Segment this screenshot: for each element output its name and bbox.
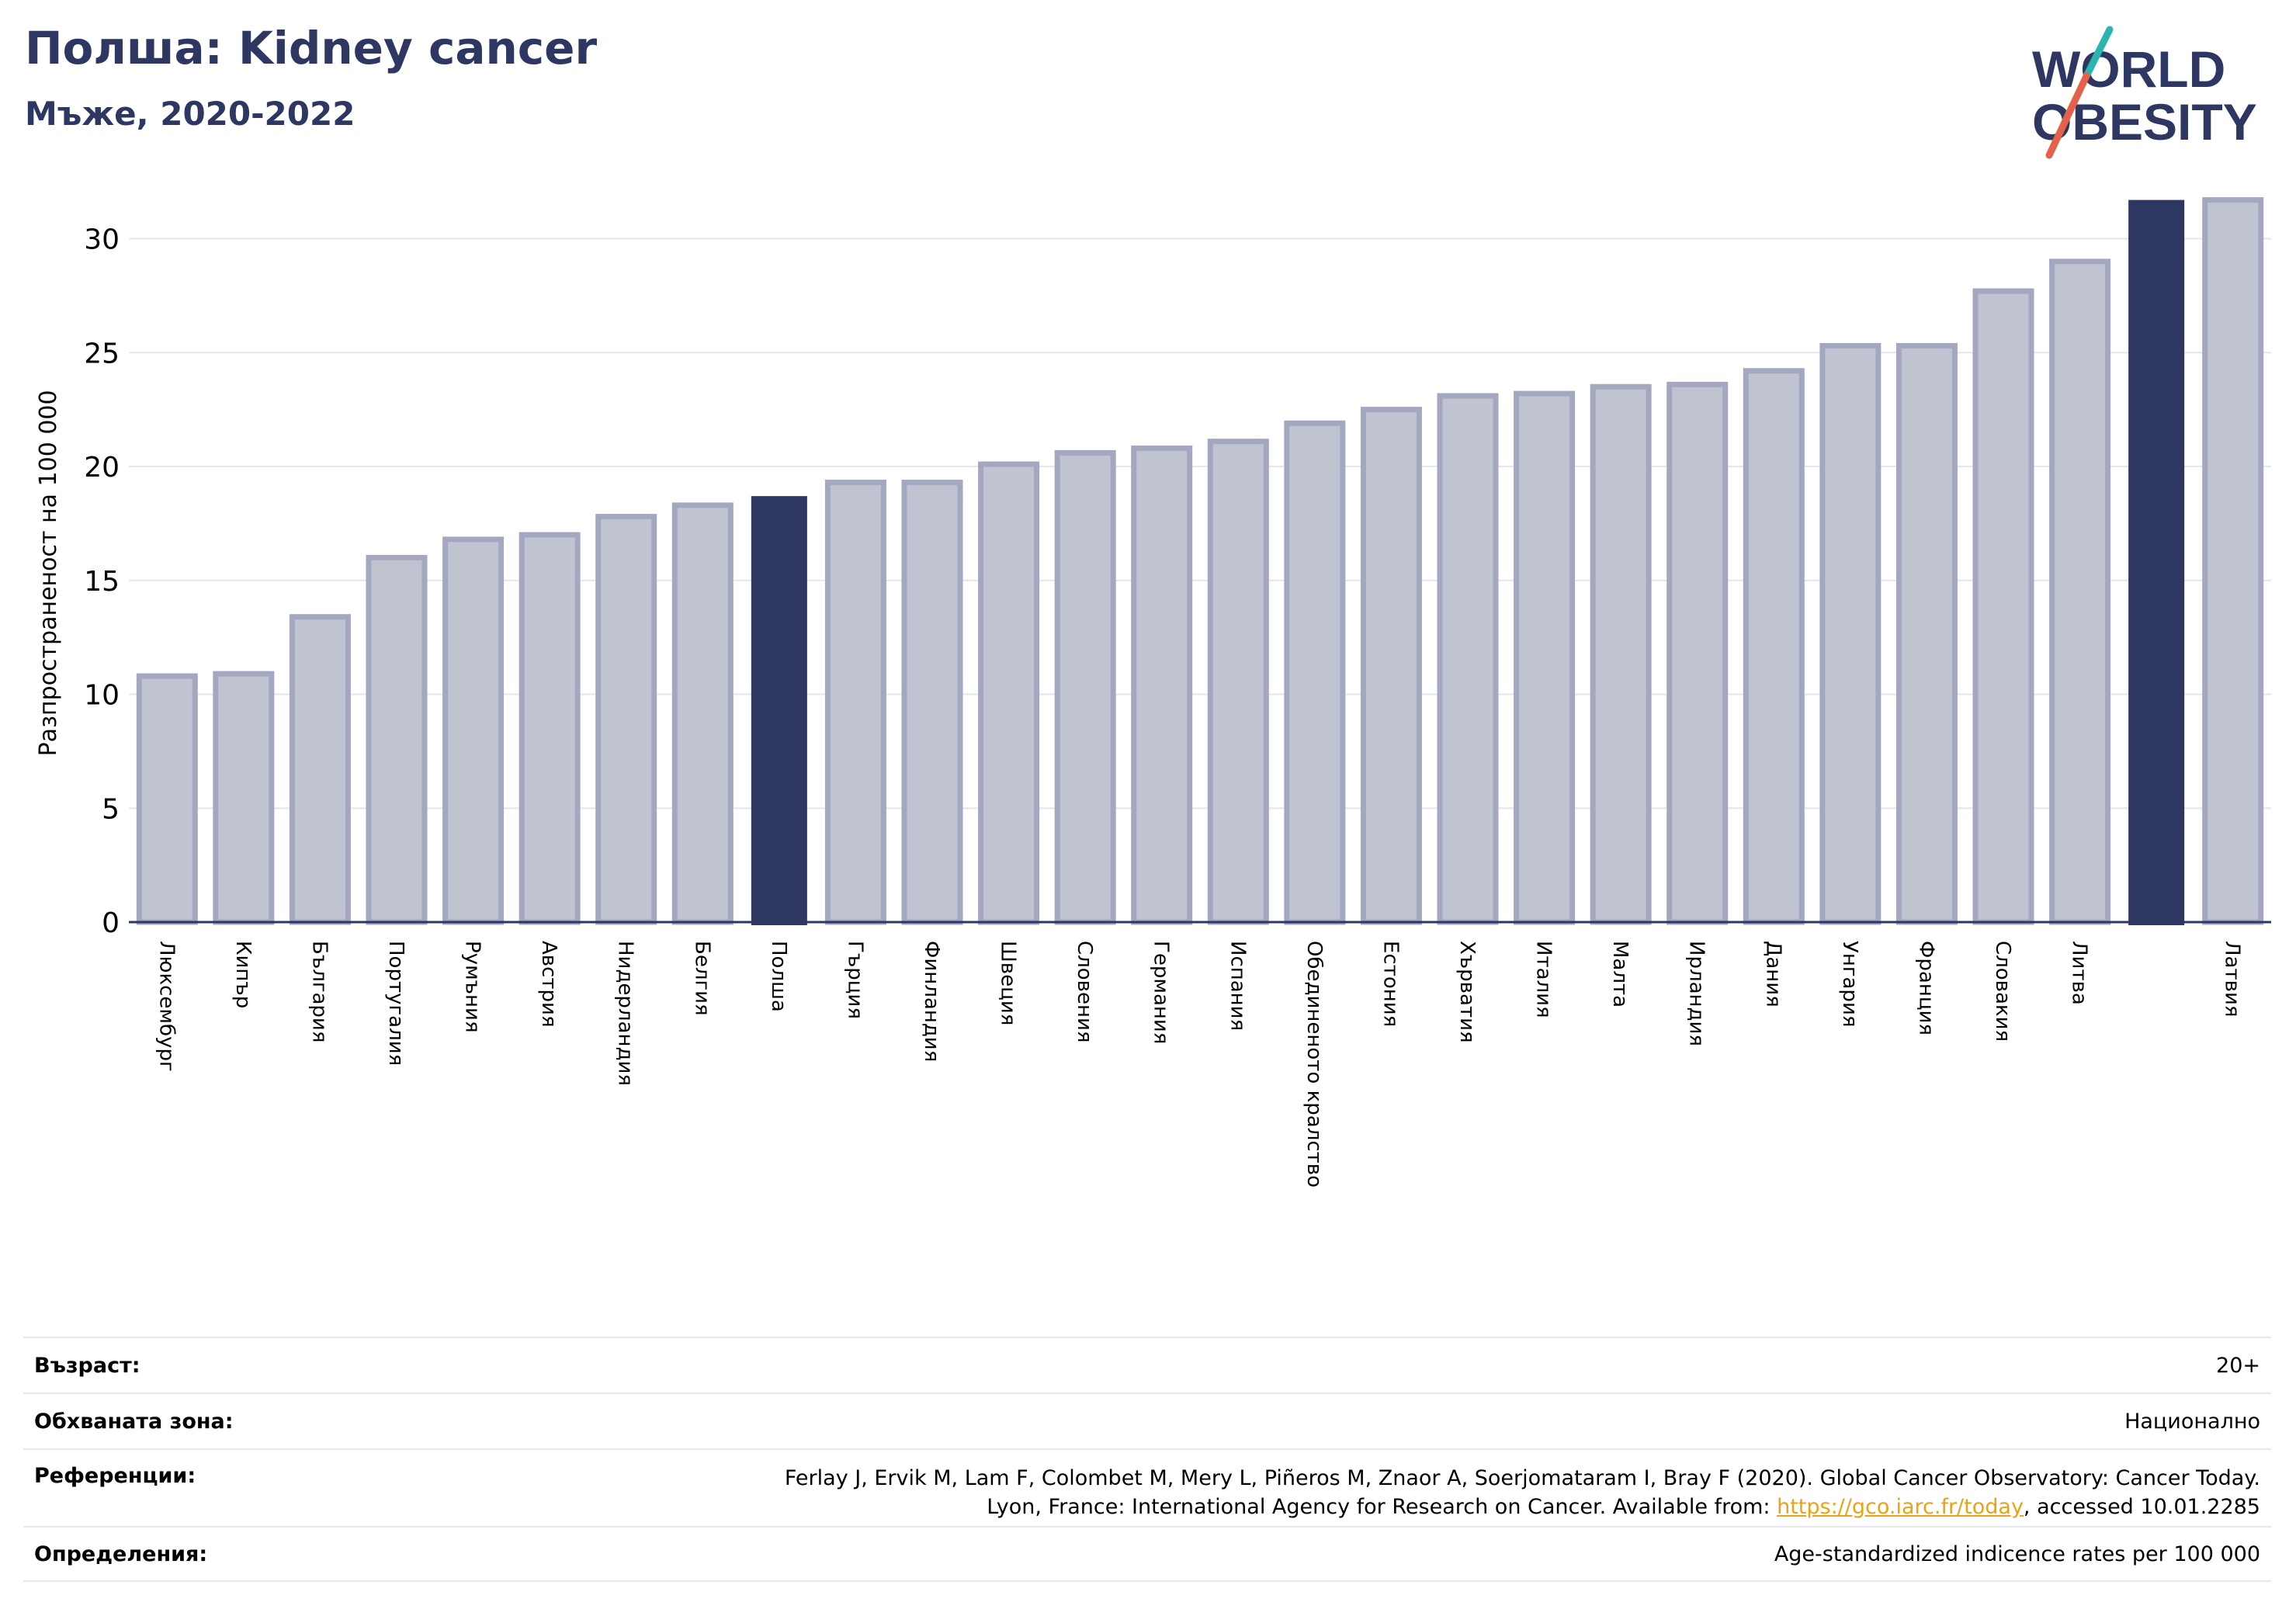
bar xyxy=(901,480,963,925)
logo-line1: WORLD xyxy=(2032,40,2225,98)
y-tick-label: 20 xyxy=(84,452,120,484)
x-tick-label: Гърция xyxy=(843,941,866,1019)
definitions-label: Определения: xyxy=(34,1542,208,1566)
bar xyxy=(2202,197,2264,925)
references-line2-post: , accessed 10.01.2285 xyxy=(2023,1495,2260,1519)
y-tick-label: 15 xyxy=(84,566,120,598)
x-tick-label: Ирландия xyxy=(1685,941,1708,1046)
x-tick-label: Люксембург xyxy=(154,941,178,1072)
x-tick-label: Италия xyxy=(1532,941,1556,1018)
bar xyxy=(1131,446,1193,925)
x-tick-label: Испания xyxy=(1226,941,1249,1031)
x-tick-label: Франция xyxy=(1914,941,1937,1035)
bar xyxy=(1819,342,1882,925)
y-axis-label: Разпространеност на 100 000 xyxy=(35,390,62,756)
x-tick-label: Обединеното кралство xyxy=(1302,941,1326,1188)
bar xyxy=(289,614,351,925)
age-value: 20+ xyxy=(2216,1353,2260,1378)
y-tick-label: 10 xyxy=(84,680,120,712)
page-title: Полша: Kidney cancer xyxy=(25,22,598,75)
bar xyxy=(978,461,1040,925)
definitions-value: Age-standardized indicence rates per 100… xyxy=(1774,1542,2260,1566)
x-tick-label: Финландия xyxy=(920,941,943,1062)
y-tick-label: 5 xyxy=(102,793,120,825)
bar xyxy=(213,671,275,925)
x-tick-label: Австрия xyxy=(537,941,560,1028)
bar-highlighted xyxy=(2128,199,2185,926)
x-tick-label: Естония xyxy=(1379,941,1402,1027)
x-tick-label: Румъния xyxy=(461,941,484,1033)
bar xyxy=(519,532,581,925)
x-tick-label: Нидерландия xyxy=(614,941,637,1086)
bar xyxy=(1284,420,1346,925)
x-tick-label: Литва xyxy=(2068,941,2091,1005)
x-tick-label: Хърватия xyxy=(1455,941,1479,1043)
bar xyxy=(1514,390,1576,925)
bar xyxy=(136,673,198,925)
references-label: Референции: xyxy=(34,1464,196,1488)
y-tick-label: 25 xyxy=(84,338,120,369)
info-table: Възраст: 20+ Обхваната зона: Национално … xyxy=(23,1337,2271,1582)
area-label: Обхваната зона: xyxy=(34,1409,234,1434)
bar xyxy=(1207,439,1269,925)
y-tick-label: 30 xyxy=(84,224,120,256)
x-tick-label: България xyxy=(307,941,331,1042)
x-tick-label: Дания xyxy=(1761,941,1784,1007)
bar xyxy=(1667,381,1729,925)
x-tick-label: Словакия xyxy=(1991,941,2014,1042)
logo-slash-top xyxy=(2083,26,2114,80)
page-subtitle: Мъже, 2020-2022 xyxy=(25,95,355,133)
references-link[interactable]: https://gco.iarc.fr/today xyxy=(1777,1495,2024,1519)
logo-line2: OBESITY xyxy=(2032,93,2257,151)
bar xyxy=(671,502,734,925)
x-tick-label: Унгария xyxy=(1838,941,1861,1027)
bar xyxy=(442,536,505,925)
x-tick-label: Белгия xyxy=(690,941,713,1016)
references-line2-pre: Lyon, France: International Agency for R… xyxy=(987,1495,1777,1519)
bar xyxy=(1972,288,2034,925)
info-row-age: Възраст: 20+ xyxy=(23,1337,2271,1392)
x-tick-label: Словения xyxy=(1073,941,1096,1043)
info-row-references: Референции: Ferlay J, Ervik M, Lam F, Co… xyxy=(23,1448,2271,1526)
bar xyxy=(366,554,428,925)
x-tick-label: Полша xyxy=(767,941,790,1012)
x-tick-label: Германия xyxy=(1150,941,1173,1044)
bar xyxy=(2049,258,2111,925)
bar xyxy=(1437,393,1499,925)
bar xyxy=(595,514,657,925)
info-row-area: Обхваната зона: Национално xyxy=(23,1392,2271,1448)
bar xyxy=(1360,407,1422,925)
bar-chart: 0 5 10 15 20 25 30 Разпространеност на 100 000 Л… xyxy=(35,197,2271,1188)
info-row-definitions: Определения: Age-standardized indicence … xyxy=(23,1526,2271,1582)
x-tick-label: Кипър xyxy=(231,941,255,1008)
x-tick-label: Латвия xyxy=(2221,941,2244,1018)
bar xyxy=(1054,449,1116,925)
world-obesity-logo: WORLD OBESITY xyxy=(2032,26,2257,159)
area-value: Национално xyxy=(2124,1409,2260,1434)
references-line1: Ferlay J, Ervik M, Lam F, Colombet M, Me… xyxy=(784,1466,2260,1490)
bar xyxy=(1895,342,1958,925)
references-value: Ferlay J, Ervik M, Lam F, Colombet M, Me… xyxy=(785,1464,2260,1521)
y-tick-label: 0 xyxy=(102,907,120,939)
bar xyxy=(824,480,886,925)
bar xyxy=(1743,368,1805,925)
bar-highlighted xyxy=(751,496,807,925)
age-label: Възраст: xyxy=(34,1353,140,1378)
x-tick-label: Португалия xyxy=(384,941,408,1066)
x-tick-label: Швеция xyxy=(997,941,1020,1025)
logo-slash-bottom xyxy=(2045,72,2090,159)
x-tick-label: Малта xyxy=(1608,941,1632,1007)
bar xyxy=(1590,383,1652,925)
